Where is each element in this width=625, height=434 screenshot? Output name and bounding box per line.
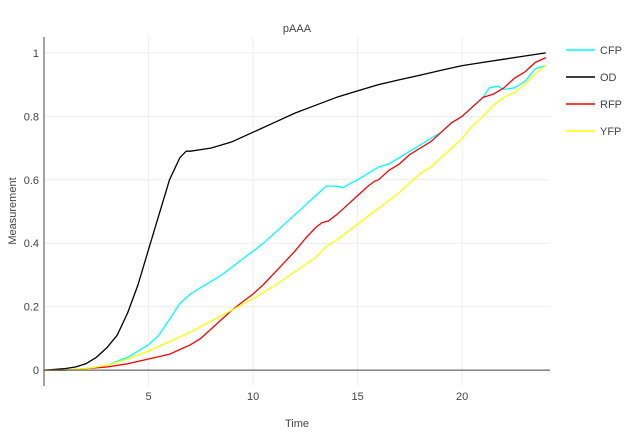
y-tick-label: 0.2 [24,302,39,314]
chart-title: pAAA [283,23,312,35]
legend-label-rfp: RFP [600,99,622,111]
x-tick-label: 5 [145,391,151,403]
y-tick-label: 0 [33,365,39,377]
x-tick-label: 10 [247,391,259,403]
plot-series [43,52,547,371]
x-tick-label: 15 [352,391,364,403]
y-tick-label: 0.6 [24,175,39,187]
grid-lines [44,37,550,386]
legend: CFP OD RFP YFP [566,45,622,138]
series-line-yfp [44,65,547,371]
y-axis-title: Measurement [7,177,19,244]
series-line-cfp [44,64,546,371]
legend-label-cfp: CFP [600,45,622,57]
y-tick-label: 1 [33,48,39,60]
x-tick-label: 20 [456,391,468,403]
y-tick-label: 0.8 [24,111,39,123]
series-line-od [43,52,546,371]
x-axis-title: Time [285,418,309,430]
axes: 5 10 15 20 0 0.2 0.4 0.6 0.8 1 [24,37,550,403]
y-tick-label: 0.4 [24,238,39,250]
series-line-rfp [44,57,547,371]
legend-label-od: OD [600,72,617,84]
legend-label-yfp: YFP [600,126,621,138]
